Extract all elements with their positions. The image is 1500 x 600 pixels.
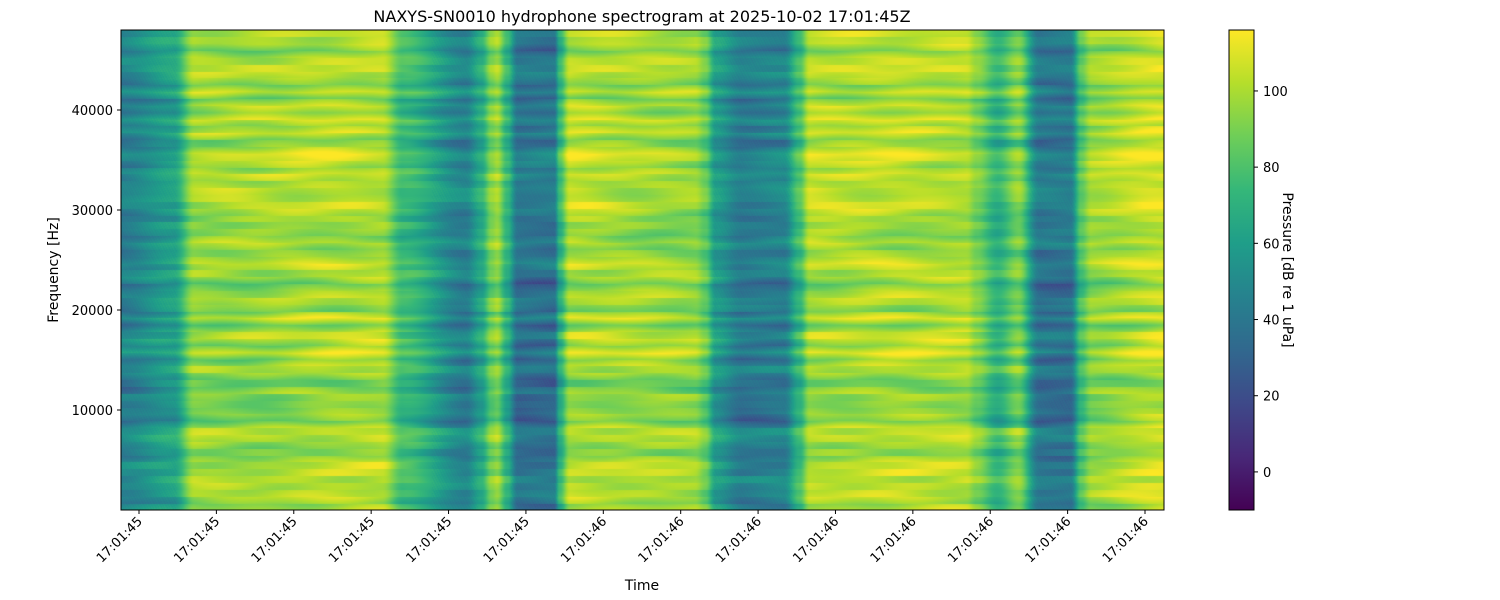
x-tick-label: 17:01:46 [868,514,920,566]
x-tick-label: 17:01:46 [1100,514,1152,566]
colorbar: 0 20 40 60 80 100 Pressure [dB re 1 uPa] [1228,29,1295,511]
x-tick-label: 17:01:46 [558,514,610,566]
x-tick-label: 17:01:45 [94,514,146,566]
x-tick-label: 17:01:46 [790,514,842,566]
colorbar-gradient [1228,29,1255,511]
colorbar-tick-label: 80 [1263,161,1280,176]
colorbar-ticks: 0 20 40 60 80 100 [1254,85,1288,481]
y-tick-label: 40000 [72,104,113,119]
x-axis-label: Time [624,578,659,594]
colorbar-tick-label: 60 [1263,237,1280,252]
x-axis: 17:01:45 17:01:45 17:01:45 17:01:45 17:01:45… [94,510,1152,566]
y-axis: 10000 20000 30000 40000 [72,104,121,419]
x-tick-label: 17:01:46 [636,514,688,566]
chart-title: NAXYS-SN0010 hydrophone spectrogram at 2… [373,7,910,26]
x-tick-label: 17:01:45 [249,514,301,566]
x-tick-label: 17:01:45 [171,514,223,566]
colorbar-tick-label: 0 [1263,466,1271,481]
y-tick-label: 20000 [72,304,113,319]
colorbar-tick-label: 100 [1263,85,1288,100]
x-tick-label: 17:01:46 [713,514,765,566]
x-tick-label: 17:01:46 [1023,514,1075,566]
plot-area [120,29,1165,511]
x-tick-label: 17:01:45 [481,514,533,566]
y-tick-label: 30000 [72,204,113,219]
plot-frame [120,29,1165,511]
colorbar-label: Pressure [dB re 1 uPa] [1279,192,1295,347]
colorbar-tick-label: 20 [1263,390,1280,405]
x-tick-label: 17:01:45 [326,514,378,566]
y-axis-label: Frequency [Hz] [46,217,62,323]
colorbar-tick-label: 40 [1263,314,1280,329]
x-tick-label: 17:01:45 [403,514,455,566]
spectrogram-heatmap [121,30,1164,510]
x-tick-label: 17:01:46 [945,514,997,566]
y-tick-label: 10000 [72,404,113,419]
